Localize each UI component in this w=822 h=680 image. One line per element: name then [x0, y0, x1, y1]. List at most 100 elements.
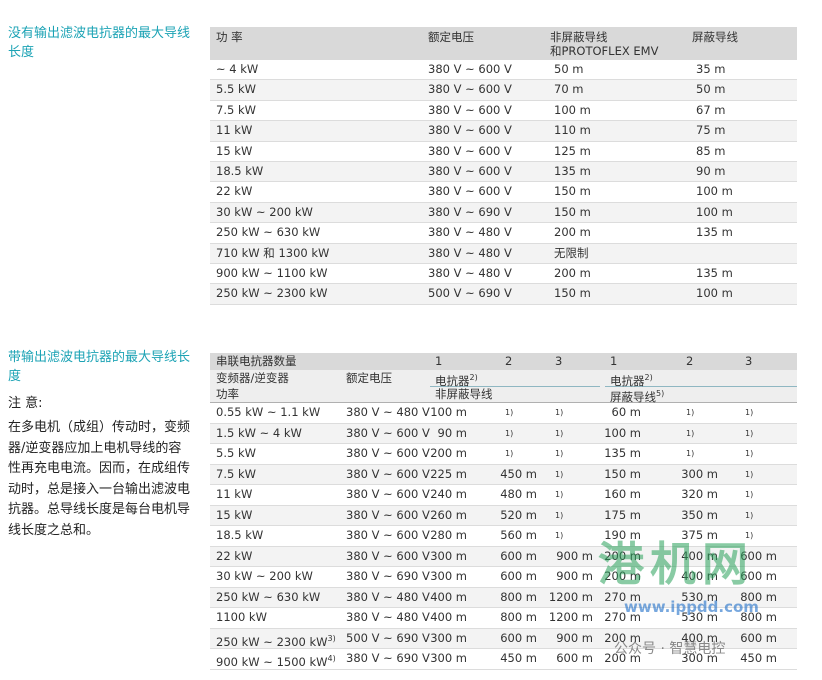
row-line [210, 181, 797, 183]
cell-text: 600 m [740, 569, 777, 583]
table-cell: 530 m [681, 608, 718, 628]
table-cell: 18.5 kW [216, 526, 263, 546]
cell-text: 135 m [696, 225, 733, 240]
cell-text: 250 kW ~ 630 kW [216, 225, 321, 240]
row-line [210, 402, 797, 403]
table-cell: 710 kW 和 1300 kW [216, 244, 329, 263]
cell-text: 350 m [681, 507, 718, 522]
table-cell: 135 m [554, 162, 591, 181]
table-cell: 380 V ~ 600 V [428, 142, 512, 161]
cell-text: 380 V ~ 600 V [346, 528, 430, 542]
footnote-mark: 1) [505, 428, 514, 438]
table-cell: 5.5 kW [216, 444, 256, 464]
header-cell: 1 [610, 353, 617, 370]
row-line [210, 120, 797, 122]
table-cell: 150 m [554, 203, 591, 222]
table-cell: 100 m [696, 203, 733, 222]
table-cell: 135 m [696, 223, 733, 242]
table-cell: 380 V ~ 480 V [346, 588, 430, 608]
cell-text: 600 m [556, 651, 593, 665]
table-cell: 500 V ~ 690 V [428, 284, 512, 303]
footnote-mark: 1) [686, 428, 695, 438]
cell-text: 380 V ~ 600 V [428, 102, 512, 117]
cell-text: 500 V ~ 690 V [346, 630, 430, 645]
row-line [210, 627, 797, 629]
cell-text: 380 V ~ 600 V [346, 466, 430, 481]
row-bg [210, 526, 797, 546]
footnote-cell: 1) [745, 465, 753, 489]
table-cell: 无限制 [554, 244, 589, 263]
cell-text: 480 m [500, 487, 537, 501]
row-line [210, 525, 797, 526]
cell-text: 320 m [681, 487, 718, 501]
cell-text: 无限制 [554, 245, 589, 260]
row-bg [210, 141, 797, 161]
cell-text: 380 V ~ 480 V [428, 225, 512, 240]
cell-text: 600 m [740, 548, 777, 563]
table-cell: 320 m [681, 485, 718, 505]
footnote-cell: 1) [555, 444, 563, 468]
table-cell: 380 V ~ 480 V [346, 403, 430, 423]
table-cell: 400 m [430, 608, 467, 628]
cell-text: 屏蔽导线 [692, 30, 738, 44]
cell-text: 1200 m [548, 589, 593, 604]
cell-text: 0.55 kW ~ 1.1 kW [216, 405, 321, 419]
row-bg [210, 243, 797, 263]
cell-text: 50 m [696, 82, 726, 97]
header-cell: 功 率 [216, 30, 243, 44]
header-bg [210, 353, 797, 370]
cell-text: 380 V ~ 600 V [346, 446, 430, 460]
row-bg [210, 649, 797, 669]
cell-text: 260 m [430, 507, 467, 522]
cell-text: 400 m [430, 589, 467, 604]
footnote-mark: 2) [644, 373, 653, 382]
header-cell: 和PROTOFLEX EMV [550, 44, 658, 58]
table-cell: 380 V ~ 600 V [428, 60, 512, 79]
cell-text: 电抗器 [610, 374, 645, 388]
cell-text: 11 kW [216, 487, 253, 501]
footnote-cell: 1) [745, 485, 753, 509]
table-cell: 200 m [554, 223, 591, 242]
cell-text: 380 V ~ 600 V [346, 548, 430, 563]
table-cell: 380 V ~ 600 V [346, 526, 430, 546]
table-cell: 30 kW ~ 200 kW [216, 567, 313, 587]
table-cell: 7.5 kW [216, 101, 256, 120]
footnote-mark: 5) [656, 389, 665, 398]
row-bg [210, 546, 797, 566]
cell-text: 400 m [681, 569, 718, 583]
cell-text: 240 m [430, 487, 467, 501]
footnote-cell: 1) [555, 403, 563, 427]
header-cell: 功率 [216, 386, 239, 402]
footnote-mark: 2) [469, 373, 478, 382]
row-line [210, 283, 797, 285]
cell-text: 800 m [500, 589, 537, 604]
cell-text: 11 kW [216, 123, 253, 138]
row-line [210, 648, 797, 649]
table-cell: 125 m [554, 142, 591, 161]
footnote-cell: 1) [555, 485, 563, 509]
table-cell: 260 m [430, 506, 467, 526]
cell-text: 225 m [430, 466, 467, 481]
cell-text: 300 m [681, 651, 718, 665]
row-line [210, 422, 797, 424]
cell-text: 屏蔽导线 [610, 390, 656, 404]
table-cell: 450 m [500, 465, 537, 485]
table-cell: 100 m [430, 403, 467, 423]
cell-text: 530 m [681, 589, 718, 604]
table-cell: 900 m [556, 567, 593, 587]
cell-text: 380 V ~ 480 V [428, 245, 512, 260]
table-cell: 100 m [696, 284, 733, 303]
cell-text: 380 V ~ 600 V [428, 164, 512, 178]
cell-text: 和PROTOFLEX EMV [550, 44, 659, 58]
row-line [210, 99, 797, 101]
cell-text: 800 m [500, 610, 537, 624]
table-cell: 380 V ~ 600 V [346, 485, 430, 505]
cell-text: 270 m [604, 589, 641, 604]
footnote-mark: 1) [505, 408, 514, 417]
cell-text: 5.5 kW [216, 446, 256, 460]
table-cell: 280 m [430, 526, 467, 546]
footnote-cell: 1) [745, 506, 753, 530]
footnote-cell: 1) [745, 403, 753, 427]
cell-text: 900 m [556, 548, 593, 563]
cell-text: 100 m [696, 286, 733, 301]
